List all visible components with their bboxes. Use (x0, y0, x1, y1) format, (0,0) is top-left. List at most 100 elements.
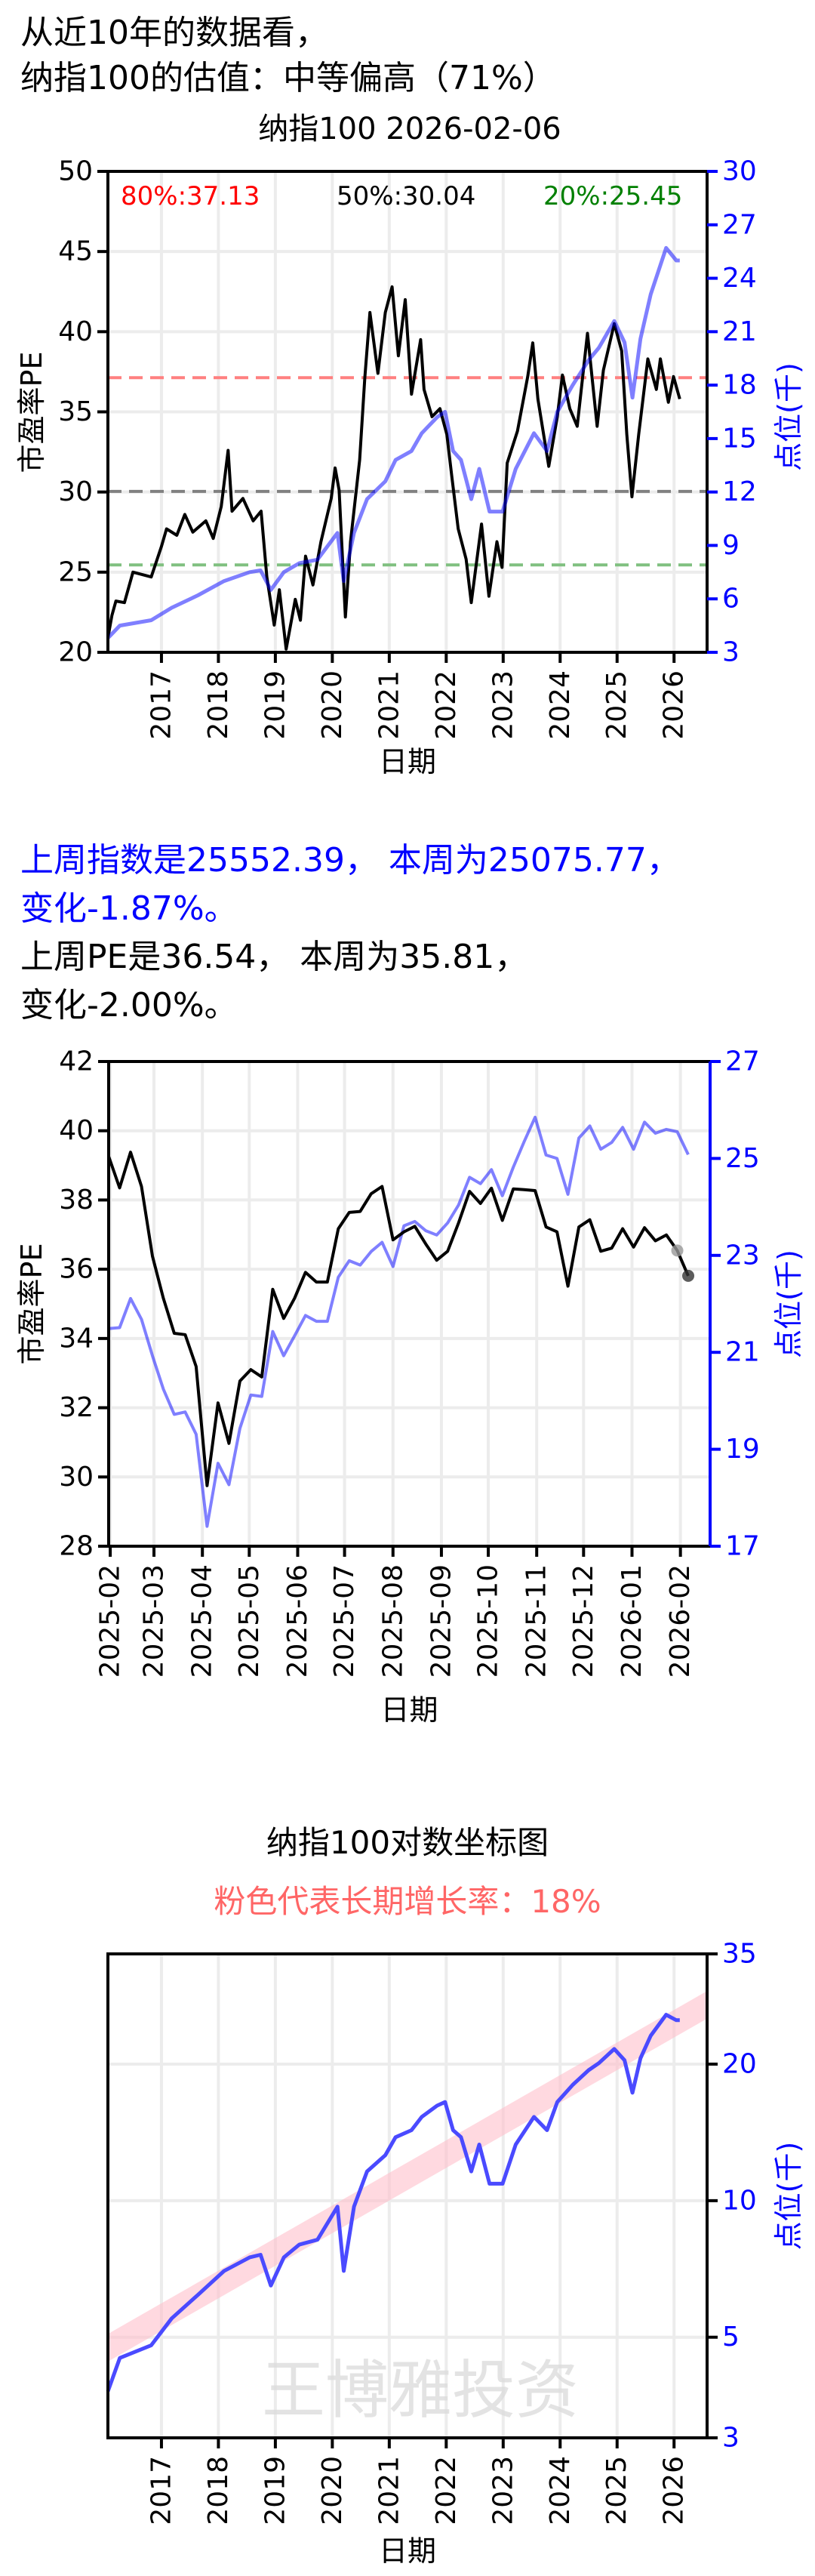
pe-weekly-change: 上周PE是36.54， 本周为35.81， (20, 938, 528, 976)
pe-marker-last_week_pe (671, 1244, 684, 1257)
y-right-axis-label: 点位(千) (772, 362, 805, 471)
y-tick-label: 40 (58, 316, 93, 347)
y-tick-label: 28 (59, 1531, 94, 1562)
pe-series-line (106, 285, 681, 651)
x-tick-label: 2025-07 (329, 1564, 360, 1678)
x-tick-label: 2024 (545, 670, 576, 740)
y-tick-label: 50 (58, 156, 93, 187)
x-tick-label: 2022 (431, 2456, 462, 2525)
y-tick-label: 38 (59, 1185, 94, 1216)
x-tick-label: 2025 (601, 670, 632, 740)
x-tick-label: 2019 (260, 2456, 291, 2525)
y-right-tick-label: 3 (722, 637, 740, 668)
y-right-tick-label: 5 (722, 2322, 740, 2353)
x-tick-label: 2018 (203, 2456, 234, 2525)
y-right-tick-label: 18 (722, 370, 757, 401)
index-series-line (106, 2013, 680, 2393)
y-right-tick-label: 35 (722, 1939, 757, 1970)
y-right-tick-label: 27 (722, 209, 757, 240)
y-axis-label: 市盈率PE (15, 1243, 48, 1365)
x-tick-label: 2020 (317, 670, 348, 740)
y-right-tick-label: 12 (722, 476, 757, 507)
x-axis-label: 日期 (380, 1693, 438, 1727)
y-tick-label: 35 (58, 396, 93, 427)
x-tick-label: 2025-04 (187, 1564, 218, 1678)
percentile-label: 80%:37.13 (121, 181, 260, 211)
y-tick-label: 25 (58, 556, 93, 587)
x-tick-label: 2021 (374, 670, 404, 740)
y-tick-label: 42 (59, 1046, 94, 1077)
y-right-tick-label: 21 (725, 1337, 760, 1368)
plot-frame (107, 1060, 712, 1548)
y-axis-label: 市盈率PE (15, 352, 48, 473)
y-tick-label: 30 (59, 1462, 94, 1493)
y-right-tick-label: 25 (725, 1143, 760, 1174)
x-tick-label: 2025-12 (568, 1564, 599, 1678)
x-axis-label: 日期 (379, 2534, 436, 2568)
y-tick-label: 30 (58, 476, 93, 507)
plot-frame (106, 1952, 709, 2439)
x-tick-label: 2025-05 (234, 1564, 265, 1678)
plot-frame (106, 170, 709, 654)
x-tick-label: 2025-08 (377, 1564, 408, 1678)
y-right-tick-label: 15 (722, 423, 757, 454)
pe-index-1y-chart: 28 30 32 34 36 38 40 42 2025-02 2025-03 2025-04 202… (15, 1046, 805, 1727)
x-tick-label: 2025-02 (95, 1564, 126, 1678)
x-axis-label: 日期 (379, 745, 436, 778)
y-right-tick-label: 17 (725, 1531, 760, 1562)
x-tick-label: 2026-01 (617, 1564, 647, 1678)
y-tick-label: 20 (58, 637, 93, 668)
percentile-label: 50%:30.04 (337, 181, 475, 211)
y-right-axis-label: 点位(千) (772, 1249, 805, 1358)
y-right-tick-label: 24 (722, 263, 757, 294)
x-tick-label: 2017 (146, 2456, 177, 2525)
x-tick-label: 2021 (374, 2456, 404, 2525)
index-series-line (106, 245, 680, 639)
y-right-tick-label: 10 (722, 2185, 757, 2216)
x-tick-label: 2026 (659, 2456, 690, 2525)
x-tick-label: 2019 (260, 670, 291, 740)
x-tick-label: 2026-02 (665, 1564, 696, 1678)
pe-marker-this_week_pe (682, 1269, 695, 1282)
x-tick-label: 2026 (659, 670, 690, 740)
y-tick-label: 32 (59, 1392, 94, 1423)
valuation-summary: 纳指100的估值：中等偏高（71%） (20, 59, 556, 97)
pe-weekly-change-pct: 变化-2.00%。 (20, 986, 238, 1025)
x-tick-label: 2023 (487, 670, 518, 740)
index-log-chart: 2017 2018 2019 2020 2021 2022 2023 2024 2025 2026… (106, 1939, 805, 2568)
y-right-tick-label: 30 (722, 156, 757, 187)
chart1-title: 纳指100 2026-02-06 (258, 112, 561, 146)
x-tick-label: 2025 (601, 2456, 632, 2525)
y-right-tick-label: 3 (722, 2423, 740, 2454)
x-tick-label: 2018 (203, 670, 234, 740)
y-tick-label: 36 (59, 1254, 94, 1285)
y-right-tick-label: 27 (725, 1046, 760, 1077)
x-tick-label: 2022 (431, 670, 462, 740)
growth-trend-band (108, 1991, 707, 2362)
y-right-tick-label: 6 (722, 584, 740, 615)
chart3-subtitle: 粉色代表长期增长率：18% (214, 1883, 601, 1920)
x-tick-label: 2025-10 (473, 1564, 504, 1678)
y-right-tick-label: 23 (725, 1240, 760, 1271)
x-tick-label: 2025-09 (426, 1564, 457, 1678)
y-right-tick-label: 21 (722, 316, 757, 347)
y-right-tick-label: 19 (725, 1434, 760, 1465)
summary-line-1: 从近10年的数据看， (20, 14, 328, 52)
x-tick-label: 2025-03 (139, 1564, 170, 1678)
pe-series-line (107, 1151, 690, 1487)
x-tick-label: 2025-06 (282, 1564, 313, 1678)
index-series-line (108, 1115, 690, 1528)
y-right-tick-label: 20 (722, 2049, 757, 2080)
x-tick-label: 2025-11 (521, 1564, 552, 1678)
x-tick-label: 2023 (487, 2456, 518, 2525)
x-tick-label: 2017 (146, 670, 177, 740)
y-right-tick-label: 9 (722, 530, 740, 561)
index-weekly-change: 上周指数是25552.39， 本周为25075.77， (20, 841, 680, 880)
y-right-axis-label: 点位(千) (772, 2142, 805, 2251)
y-tick-label: 45 (58, 236, 93, 267)
percentile-label: 20%:25.45 (543, 181, 682, 211)
y-tick-label: 40 (59, 1115, 94, 1146)
index-weekly-change-pct: 变化-1.87%。 (20, 889, 238, 928)
watermark: 王博雅投资 (262, 2353, 579, 2427)
